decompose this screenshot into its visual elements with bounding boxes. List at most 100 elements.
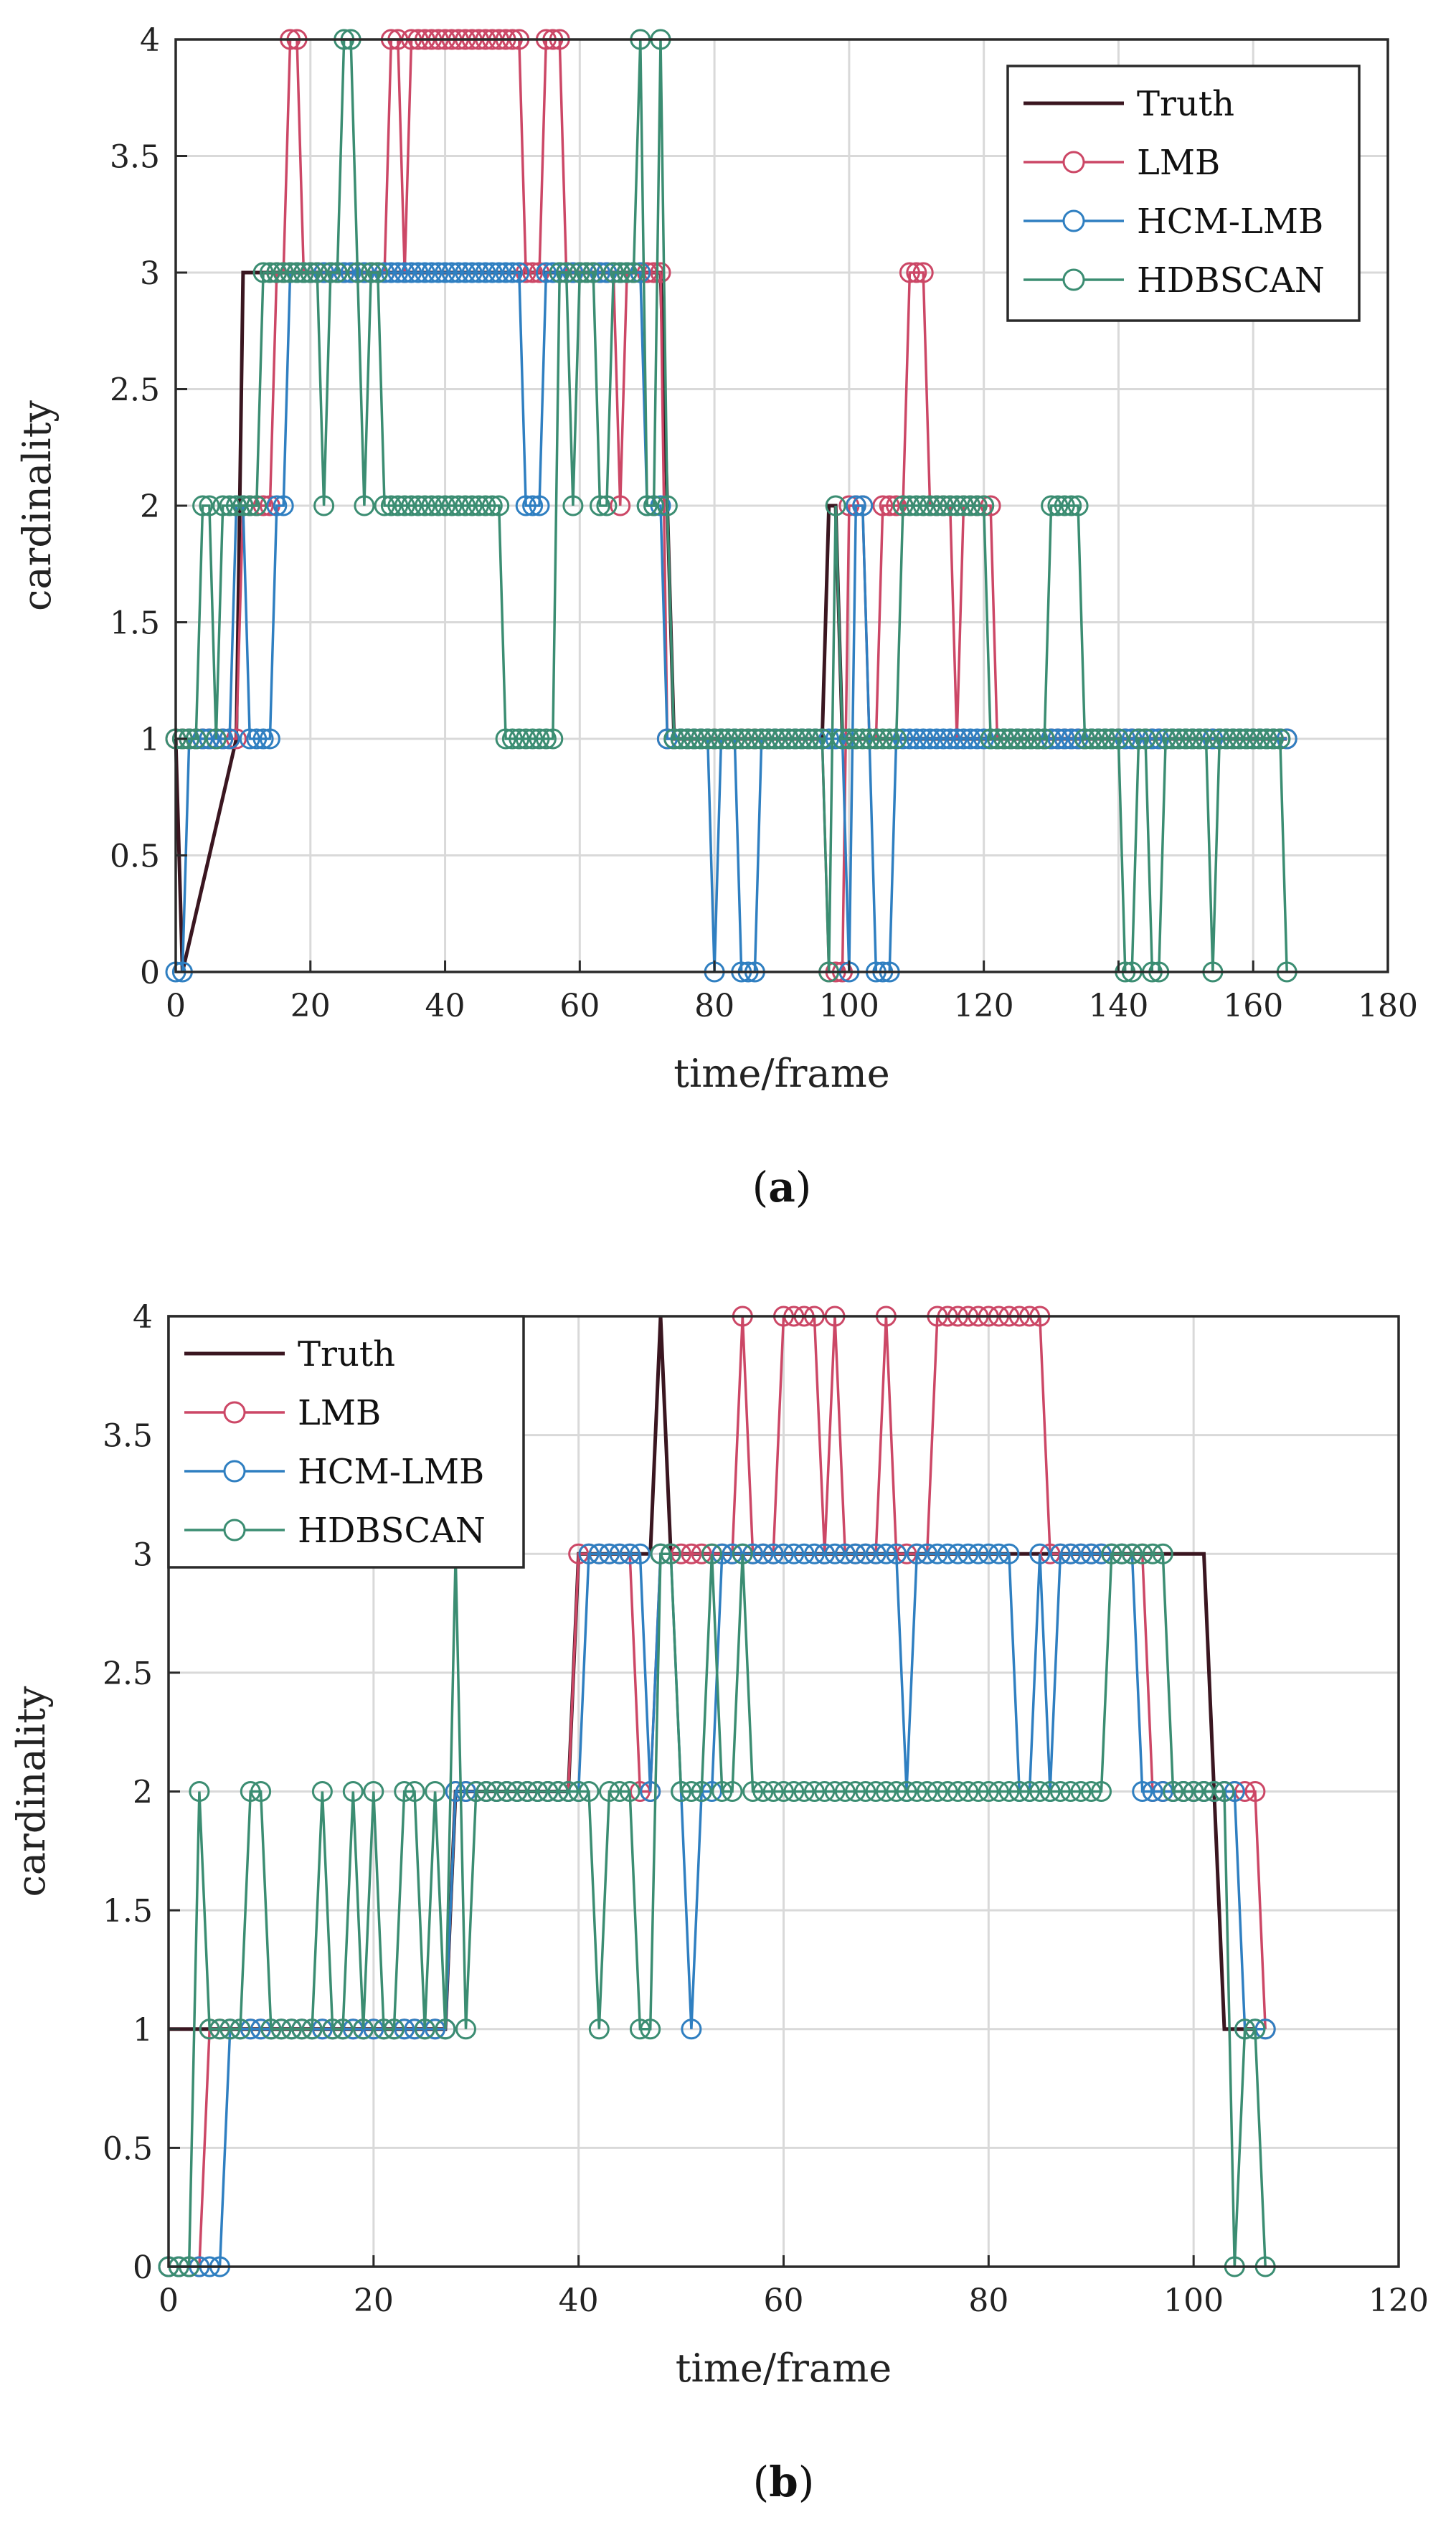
data-point-hdbscan xyxy=(737,728,759,750)
data-point-hdbscan xyxy=(865,728,887,750)
data-point-hdbscan xyxy=(712,1781,733,1802)
data-point-hcm-lmb xyxy=(681,2019,702,2040)
data-point-hcm-lmb xyxy=(455,262,476,283)
data-point-hdbscan xyxy=(1013,728,1035,750)
caption-a: (a) xyxy=(752,1163,812,1212)
data-point-hdbscan xyxy=(677,728,699,750)
data-point-hdbscan xyxy=(535,728,557,750)
data-point-hdbscan xyxy=(1175,728,1196,750)
data-point-hdbscan xyxy=(1060,1781,1082,1802)
data-point-hdbscan xyxy=(1091,1781,1112,1802)
data-point-hdbscan xyxy=(1034,728,1055,750)
y-tick-label-6: 3 xyxy=(133,1536,153,1573)
data-point-hdbscan xyxy=(1163,1781,1184,1802)
legend-label-truth: Truth xyxy=(298,1334,395,1374)
data-point-hdbscan xyxy=(732,1543,753,1564)
data-point-hcm-lmb xyxy=(927,1543,948,1564)
data-point-hdbscan xyxy=(1111,1543,1133,1564)
data-point-hcm-lmb xyxy=(1049,1543,1071,1564)
data-point-lmb xyxy=(650,262,671,283)
data-point-hcm-lmb xyxy=(752,1543,774,1564)
data-point-hdbscan xyxy=(354,495,375,516)
data-point-hdbscan xyxy=(435,495,456,516)
data-point-hdbscan xyxy=(301,2019,323,2040)
data-point-hcm-lmb xyxy=(988,1543,1010,1564)
legend-entry-hdbscan: HDBSCAN xyxy=(184,1511,486,1551)
data-point-hdbscan xyxy=(313,495,335,516)
data-point-hcm-lmb xyxy=(273,495,294,516)
y-tick-label-7: 3.5 xyxy=(110,139,160,176)
data-point-hdbscan xyxy=(1193,1781,1214,1802)
data-point-hcm-lmb xyxy=(640,1781,661,1802)
data-point-hcm-lmb xyxy=(953,728,974,750)
data-point-hdbscan xyxy=(1101,728,1122,750)
data-point-hdbscan xyxy=(421,495,443,516)
data-point-hdbscan xyxy=(973,495,995,516)
data-point-hdbscan xyxy=(1128,728,1150,750)
data-point-hdbscan xyxy=(1008,1781,1030,1802)
data-point-hdbscan xyxy=(940,495,961,516)
y-tick-label-5: 2.5 xyxy=(110,372,160,409)
data-point-hcm-lmb xyxy=(865,1543,887,1564)
x-axis-label-b: time/frame xyxy=(676,2346,892,2391)
data-point-hdbscan xyxy=(1019,1781,1040,1802)
data-point-hdbscan xyxy=(968,1781,989,1802)
data-point-hdbscan xyxy=(998,1781,1020,1802)
data-point-hdbscan xyxy=(824,1781,846,1802)
data-point-hdbscan xyxy=(468,495,489,516)
data-point-hdbscan xyxy=(926,495,947,516)
legend-entry-truth: Truth xyxy=(184,1334,395,1374)
data-point-hdbscan xyxy=(394,495,415,516)
data-point-hdbscan xyxy=(547,1781,569,1802)
legend-entry-lmb: LMB xyxy=(184,1393,381,1433)
x-tick-label-4: 80 xyxy=(968,2282,1008,2319)
data-point-hdbscan xyxy=(509,728,530,750)
data-point-hdbscan xyxy=(496,1781,518,1802)
data-point-hdbscan xyxy=(1188,728,1210,750)
data-point-hdbscan xyxy=(516,1781,538,1802)
data-point-hdbscan xyxy=(205,728,227,750)
legend-label-hcm-lmb: HCM-LMB xyxy=(298,1452,484,1492)
data-point-hdbscan xyxy=(803,1781,825,1802)
data-point-hdbscan xyxy=(814,1781,836,1802)
x-tick-label-0: 0 xyxy=(166,988,186,1024)
data-point-hcm-lmb xyxy=(212,728,234,750)
data-point-hdbscan xyxy=(762,1781,784,1802)
data-point-hdbscan xyxy=(226,495,247,516)
data-point-hdbscan xyxy=(845,728,866,750)
data-point-hdbscan xyxy=(557,1781,579,1802)
data-point-hdbscan xyxy=(360,262,382,283)
data-point-hdbscan xyxy=(311,1781,333,1802)
data-point-hdbscan xyxy=(1039,1781,1061,1802)
data-point-hdbscan xyxy=(832,728,853,750)
data-point-hdbscan xyxy=(650,1543,671,1564)
y-tick-label-8: 4 xyxy=(133,1299,153,1336)
data-point-hdbscan xyxy=(640,2019,661,2040)
x-tick-label-2: 40 xyxy=(559,2282,599,2319)
data-point-hdbscan xyxy=(986,728,1008,750)
data-point-hdbscan xyxy=(425,1781,446,1802)
data-point-hcm-lmb xyxy=(445,1781,466,1802)
data-point-hdbscan xyxy=(1061,495,1082,516)
data-point-hcm-lmb xyxy=(1142,1781,1163,1802)
legend-entry-lmb: LMB xyxy=(1024,143,1220,183)
data-point-hdbscan xyxy=(1196,728,1216,750)
data-point-hdbscan xyxy=(1168,728,1190,750)
data-point-hdbscan xyxy=(578,1781,600,1802)
data-point-hdbscan xyxy=(1173,1781,1194,1802)
data-point-hdbscan xyxy=(588,2019,610,2040)
data-point-hdbscan xyxy=(704,728,725,750)
data-point-hcm-lmb xyxy=(793,1543,815,1564)
data-point-hcm-lmb xyxy=(435,262,456,283)
data-point-hcm-lmb xyxy=(912,728,934,750)
data-point-hcm-lmb xyxy=(773,1543,794,1564)
legend-a: Truth LMB HCM-LMB HDBSCAN xyxy=(1006,65,1361,322)
data-point-hdbscan xyxy=(1182,728,1204,750)
legend-label-lmb: LMB xyxy=(1137,143,1220,183)
data-point-hdbscan xyxy=(927,1781,948,1802)
data-point-hdbscan xyxy=(811,728,833,750)
data-point-hdbscan xyxy=(363,1781,384,1802)
data-point-hdbscan xyxy=(404,1781,425,1802)
legend-entry-truth: Truth xyxy=(1024,84,1234,124)
data-point-hdbscan xyxy=(722,1781,743,1802)
